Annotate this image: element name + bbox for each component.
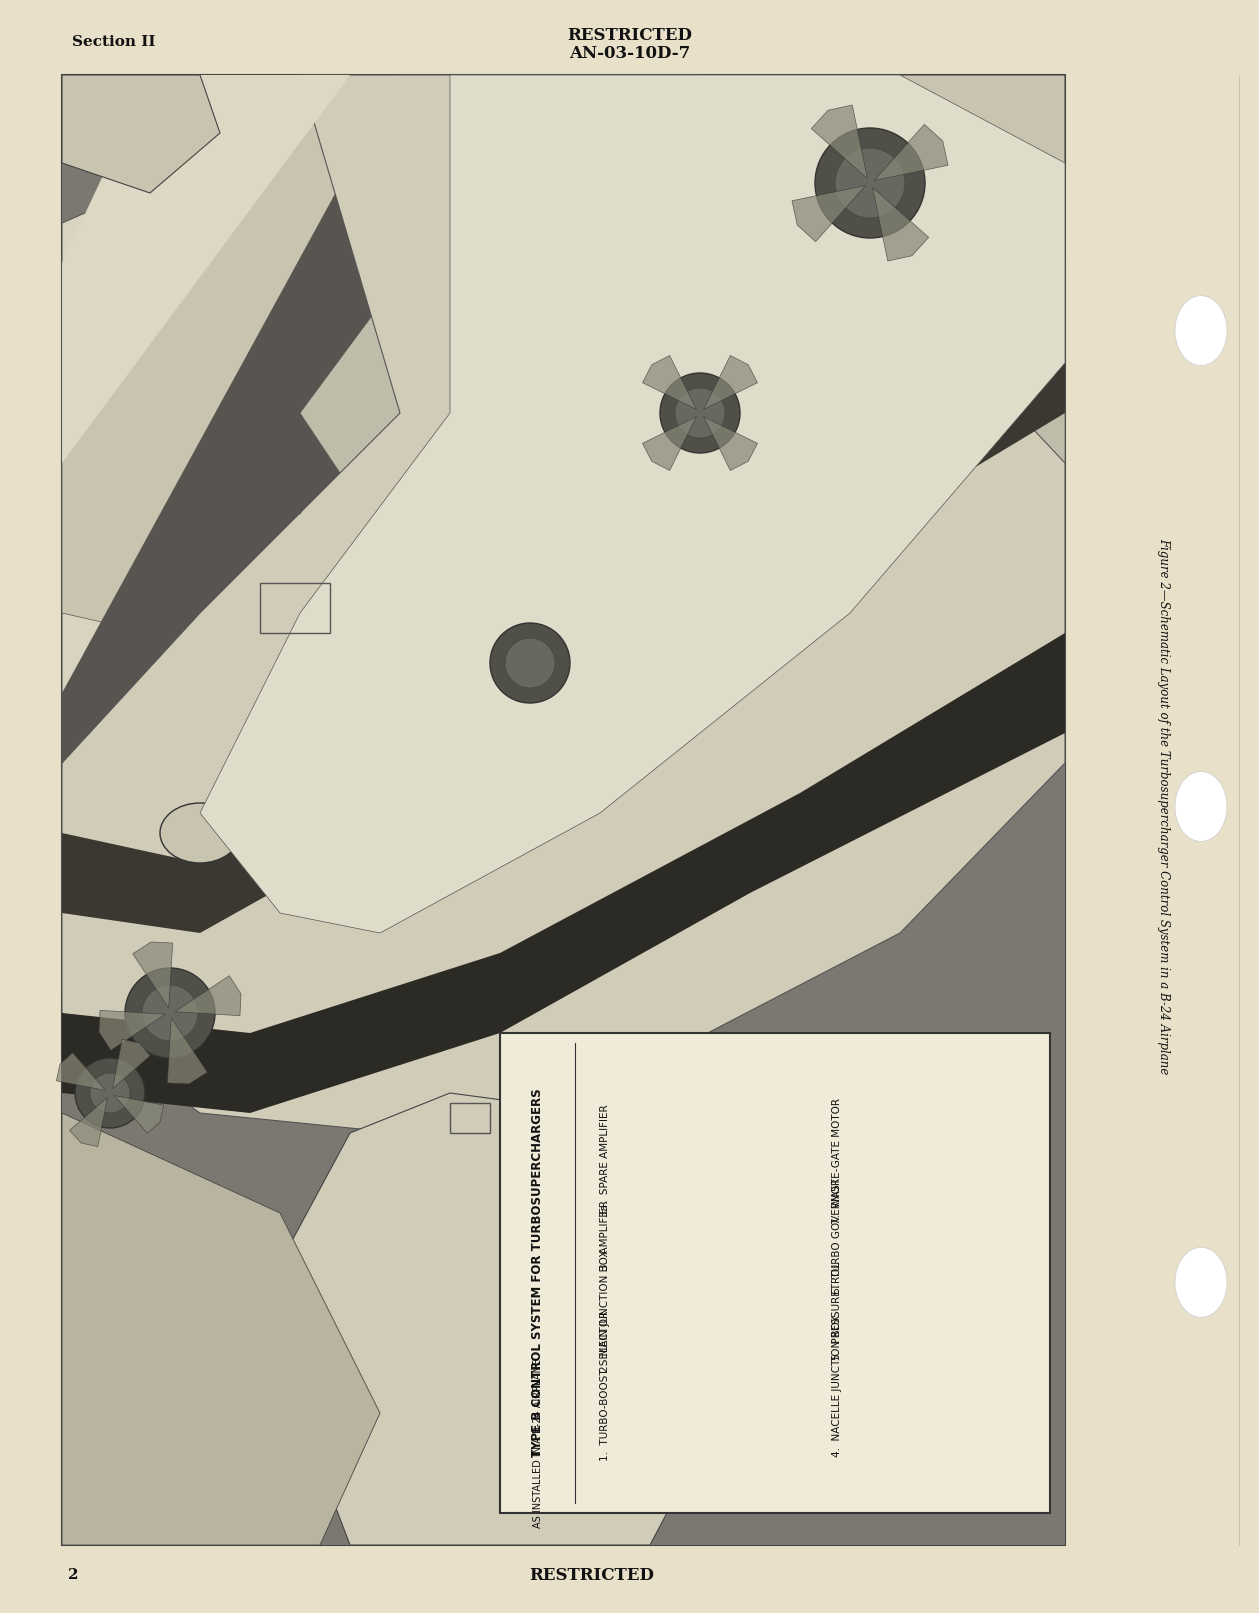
Circle shape [490,623,570,703]
Text: RESTRICTED: RESTRICTED [567,27,692,45]
Text: AN-03-10D-7: AN-03-10D-7 [569,45,690,63]
Text: Figure 2—Schematic Layout of the Turbosupercharger Control System in a B-24 Airp: Figure 2—Schematic Layout of the Turbosu… [1157,539,1171,1074]
Ellipse shape [1175,1247,1228,1318]
Text: 3.  AMPLIFIER: 3. AMPLIFIER [601,1200,611,1271]
Polygon shape [62,74,700,863]
Text: 6.  TURBO GOVERNOR: 6. TURBO GOVERNOR [832,1177,842,1294]
Text: 5.  PRESSURETROL: 5. PRESSURETROL [832,1261,842,1360]
Polygon shape [781,74,1065,313]
Text: Section II: Section II [72,35,156,48]
Polygon shape [874,124,948,181]
Circle shape [89,1073,130,1113]
Bar [449,1103,490,1132]
Polygon shape [811,105,867,179]
Text: AS INSTALLED IN A B-24 AIRPLANE: AS INSTALLED IN A B-24 AIRPLANE [533,1358,543,1528]
Polygon shape [62,74,1065,1032]
Polygon shape [704,355,758,410]
Polygon shape [69,1097,107,1147]
Polygon shape [200,74,1065,932]
Polygon shape [601,74,1065,513]
Polygon shape [112,1039,150,1089]
Polygon shape [57,1053,106,1090]
Circle shape [835,148,905,218]
Polygon shape [62,74,220,194]
Text: 1.  TURBO-BOOST SELECTOR: 1. TURBO-BOOST SELECTOR [601,1310,611,1461]
Polygon shape [62,74,1065,1132]
Bar [62,74,1065,1545]
Text: 7.  WASTE-GATE MOTOR: 7. WASTE-GATE MOTOR [832,1097,842,1224]
Polygon shape [132,942,172,1008]
Bar [261,582,330,632]
Text: 4.  NACELLE JUNCTION BOX: 4. NACELLE JUNCTION BOX [832,1315,842,1457]
Circle shape [76,1058,145,1127]
Bar [62,74,1065,1545]
Circle shape [815,127,925,239]
Ellipse shape [1175,771,1228,842]
Circle shape [675,389,725,439]
Text: 2.  MAIN JUNCTION BOX: 2. MAIN JUNCTION BOX [601,1250,611,1371]
Circle shape [505,639,555,689]
Polygon shape [62,74,700,632]
Polygon shape [642,355,696,410]
Ellipse shape [160,803,240,863]
Polygon shape [792,185,866,242]
Circle shape [125,968,215,1058]
Polygon shape [704,416,758,471]
Polygon shape [642,416,696,471]
Text: RESTRICTED: RESTRICTED [529,1566,655,1584]
Text: TYPE B CONTROL SYSTEM FOR TURBOSUPERCHARGERS: TYPE B CONTROL SYSTEM FOR TURBOSUPERCHAR… [531,1089,544,1457]
Ellipse shape [1175,295,1228,366]
Polygon shape [167,1018,208,1084]
Polygon shape [62,313,1065,932]
Polygon shape [62,74,350,463]
Polygon shape [175,976,240,1016]
Polygon shape [300,74,1065,813]
Polygon shape [115,1095,164,1134]
Polygon shape [99,1010,165,1050]
Bar [220,458,300,513]
Text: 2: 2 [68,1568,78,1582]
Polygon shape [279,1094,720,1545]
Polygon shape [62,1113,380,1545]
Circle shape [142,986,198,1040]
Polygon shape [872,187,929,261]
Circle shape [660,373,740,453]
Bar [500,1032,1050,1513]
Text: 3a.  SPARE AMPLIFIER: 3a. SPARE AMPLIFIER [601,1105,611,1216]
Polygon shape [62,632,1065,1113]
